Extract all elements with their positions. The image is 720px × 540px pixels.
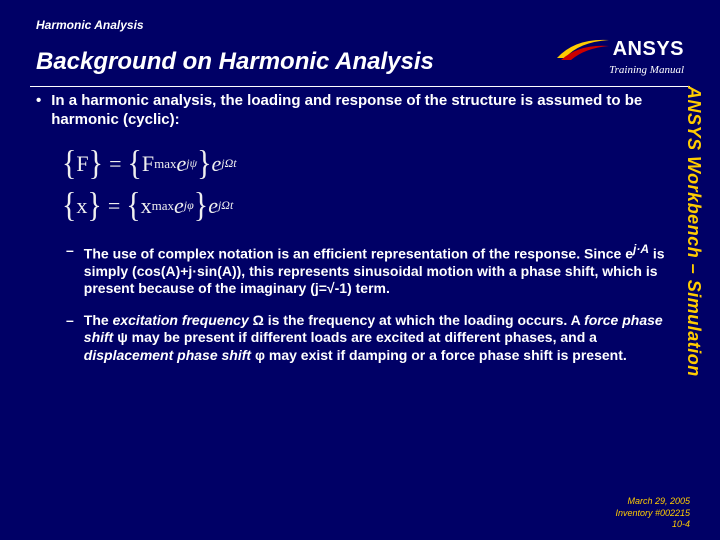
eq1-sup2c: t bbox=[233, 156, 236, 170]
ansys-logo: ANSYS bbox=[555, 36, 684, 62]
sub2-i1: excitation frequency bbox=[113, 312, 249, 328]
header-right: ANSYS Training Manual bbox=[555, 36, 684, 76]
breadcrumb: Harmonic Analysis bbox=[36, 18, 684, 32]
footer-page: 10-4 bbox=[615, 519, 690, 530]
eq2-lhs: x bbox=[76, 193, 87, 219]
eq1-base: F bbox=[142, 151, 154, 177]
slide-footer: March 29, 2005 Inventory #002215 10-4 bbox=[615, 496, 690, 530]
title-row: Background on Harmonic Analysis ANSYS Tr… bbox=[36, 36, 684, 76]
eq1-sup2b: Ω bbox=[225, 156, 234, 170]
sub1-a: The use of complex notation is an effici… bbox=[84, 245, 633, 261]
eq1-sub: max bbox=[154, 156, 176, 172]
sub2-a: The bbox=[84, 312, 113, 328]
slide-header: Harmonic Analysis Background on Harmonic… bbox=[0, 0, 720, 82]
page-title: Background on Harmonic Analysis bbox=[36, 48, 434, 76]
sub-bullet-1-text: The use of complex notation is an effici… bbox=[84, 242, 668, 298]
header-rule bbox=[30, 86, 690, 87]
logo-text: ANSYS bbox=[613, 38, 684, 61]
eq2-sup1b: φ bbox=[187, 198, 194, 212]
sub2-i3: displacement phase shift bbox=[84, 347, 251, 363]
swoosh-icon bbox=[555, 36, 611, 62]
bullet-dot-icon: • bbox=[36, 92, 41, 130]
vertical-text-label: ANSYS Workbench – Simulation bbox=[683, 86, 704, 377]
equation-1: {F} = {Fmax ejψ} ejΩt bbox=[62, 146, 668, 182]
eq2-base: x bbox=[141, 193, 152, 219]
bullet-main-text: In a harmonic analysis, the loading and … bbox=[51, 92, 668, 130]
sub2-b: Ω is the frequency at which the loading … bbox=[249, 312, 584, 328]
footer-date: March 29, 2005 bbox=[615, 496, 690, 507]
equation-2: {x} = {xmax ejφ} ejΩt bbox=[62, 188, 668, 224]
equation-block: {F} = {Fmax ejψ} ejΩt {x} = {xmax ejφ} e… bbox=[62, 146, 668, 224]
bullet-main: • In a harmonic analysis, the loading an… bbox=[36, 92, 668, 130]
sub2-c: ψ may be present if different loads are … bbox=[113, 329, 597, 345]
sub2-d: φ may exist if damping or a force phase … bbox=[251, 347, 627, 363]
dash-icon: – bbox=[66, 242, 74, 298]
vertical-sidebar-text: ANSYS Workbench – Simulation bbox=[690, 86, 714, 466]
dash-icon: – bbox=[66, 312, 74, 365]
sub1-sup: j·A bbox=[633, 242, 649, 256]
slide-body: • In a harmonic analysis, the loading an… bbox=[36, 92, 668, 490]
eq2-sup2c: t bbox=[230, 198, 233, 212]
sub-bullet-2-text: The excitation frequency Ω is the freque… bbox=[84, 312, 668, 365]
eq2-sub: max bbox=[152, 198, 174, 214]
sub-bullet-1: – The use of complex notation is an effi… bbox=[66, 242, 668, 298]
training-label: Training Manual bbox=[609, 64, 684, 76]
sub-bullet-2: – The excitation frequency Ω is the freq… bbox=[66, 312, 668, 365]
eq2-sup2b: Ω bbox=[221, 198, 230, 212]
eq1-lhs: F bbox=[76, 151, 88, 177]
eq1-sup1b: ψ bbox=[190, 156, 197, 170]
footer-inventory: Inventory #002215 bbox=[615, 508, 690, 519]
